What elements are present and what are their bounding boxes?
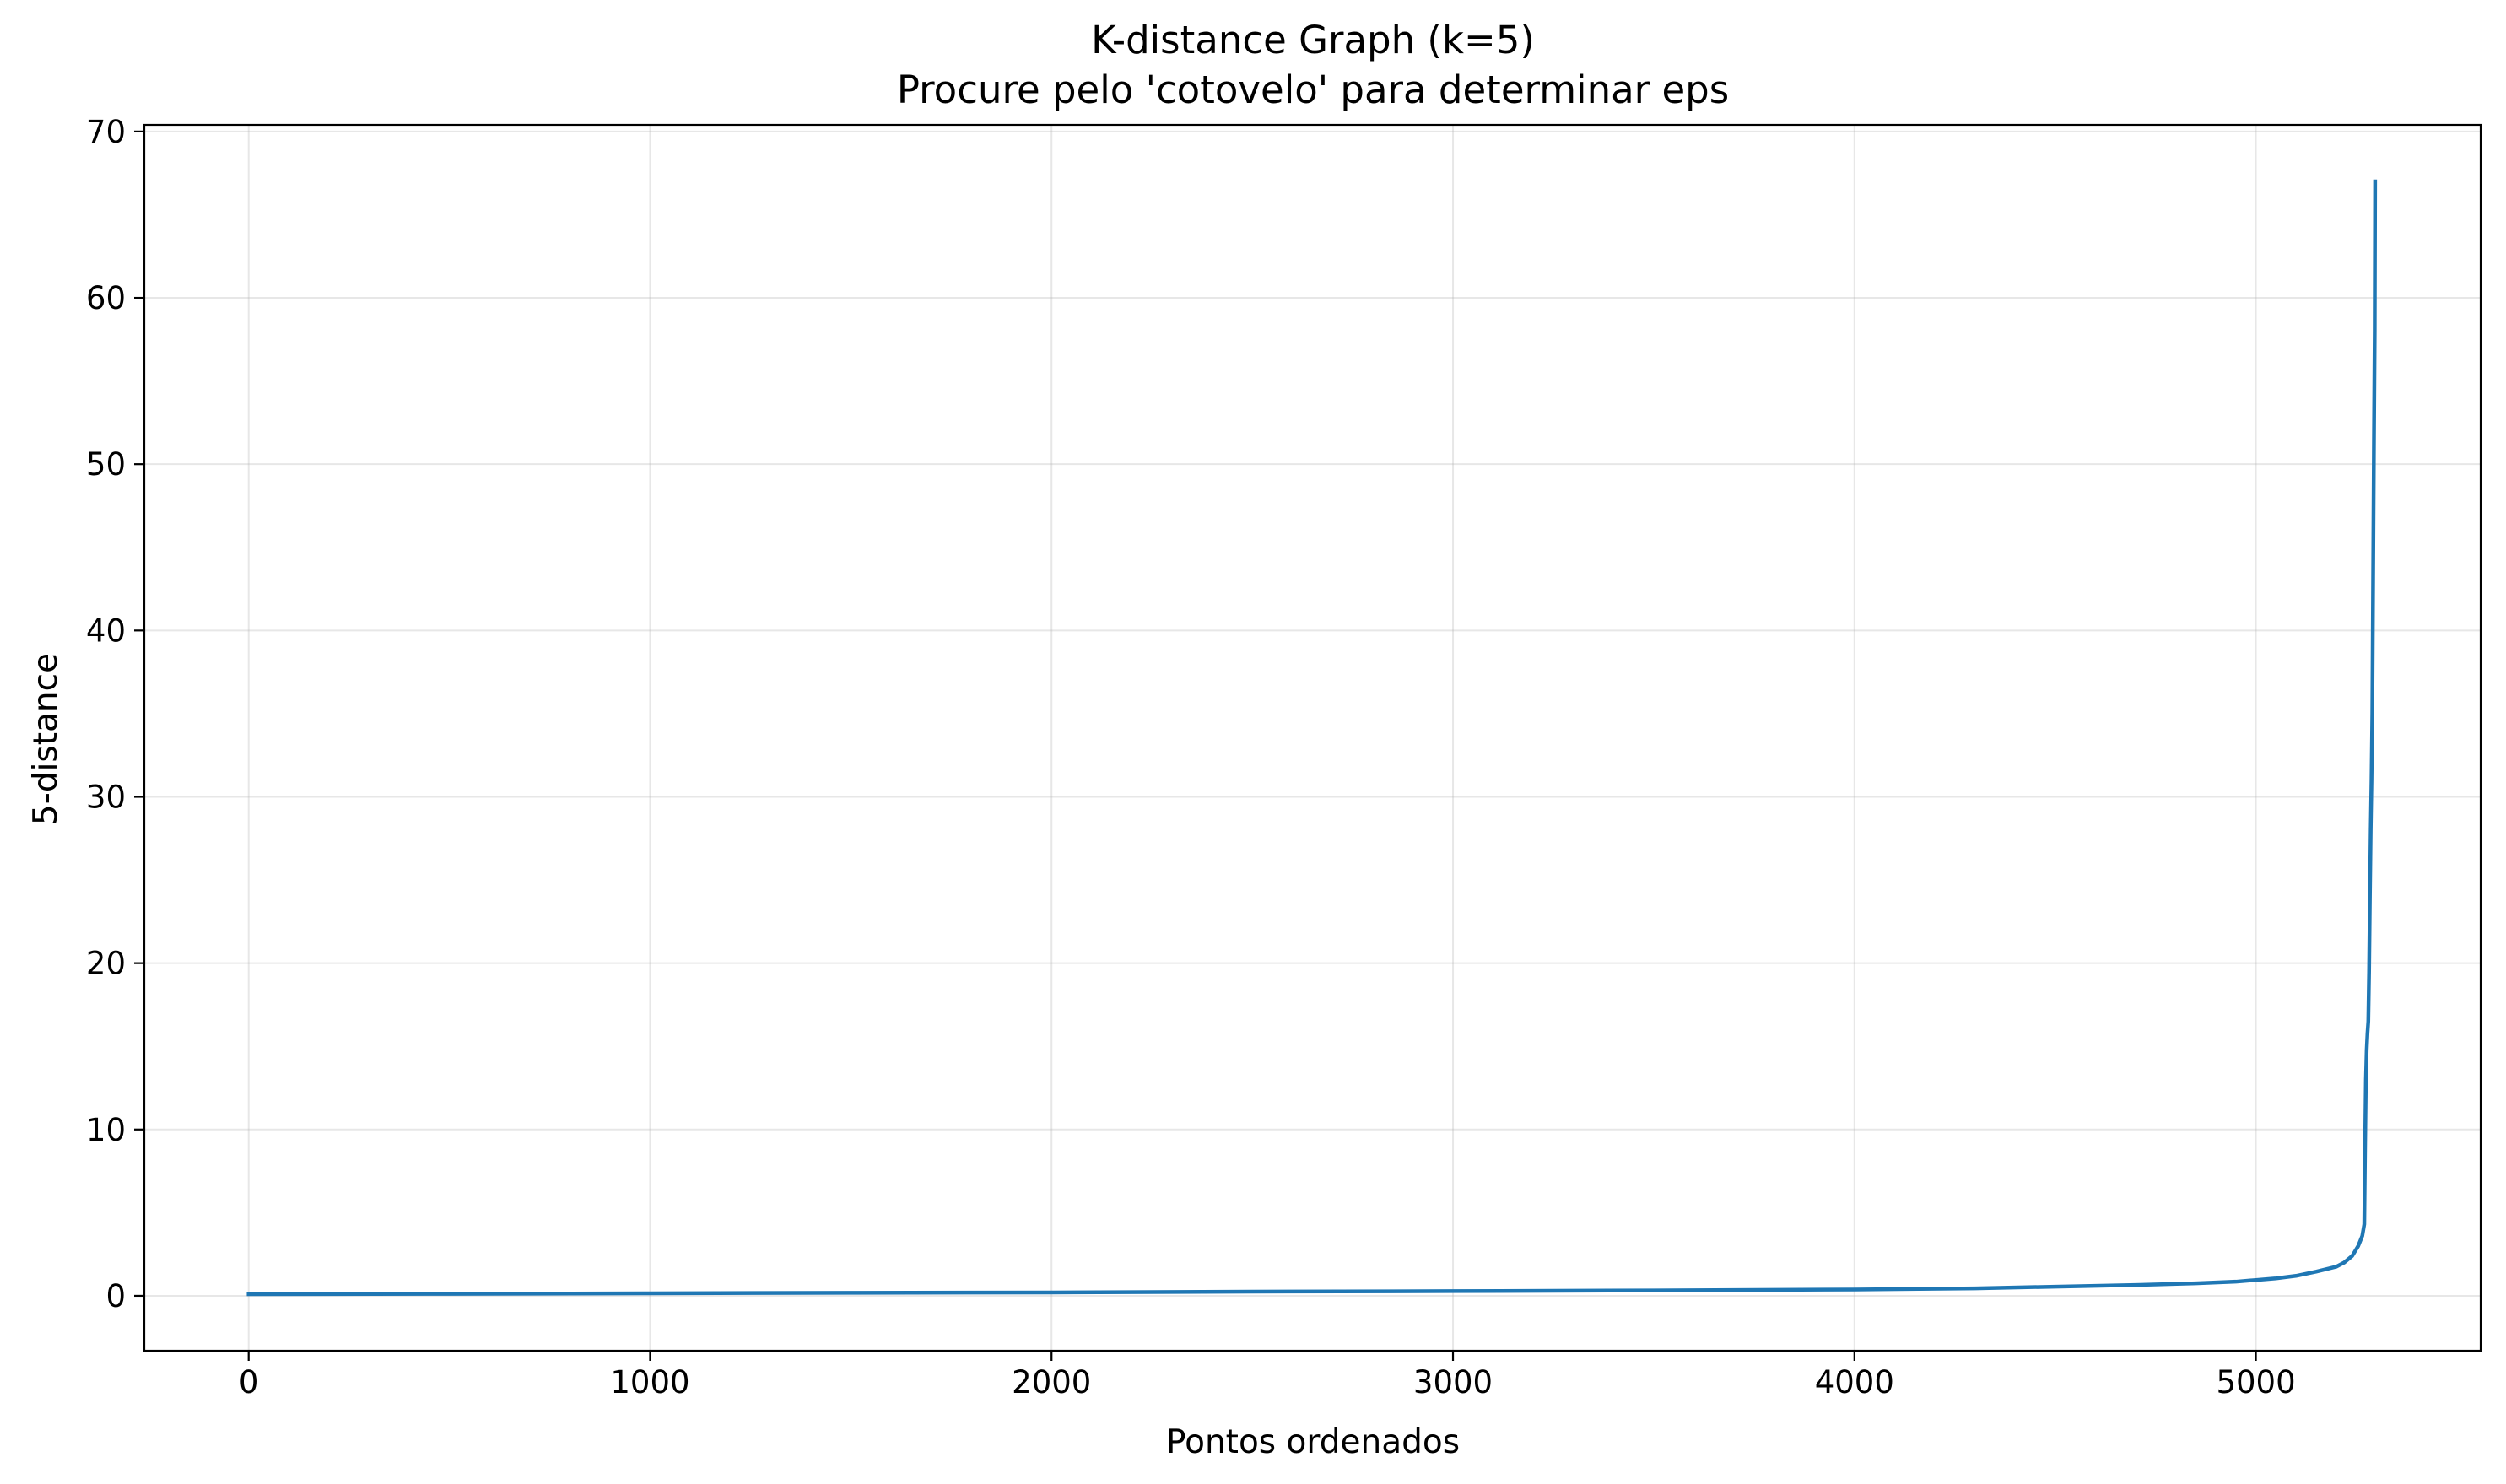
k-distance-series-line bbox=[246, 179, 2378, 1297]
x-tick-label: 3000 bbox=[1413, 1364, 1493, 1400]
x-tick-label: 5000 bbox=[2216, 1364, 2295, 1400]
y-axis-label: 5-distance bbox=[27, 653, 65, 825]
chart-subtitle: Procure pelo 'cotovelo' para determinar … bbox=[897, 67, 1729, 112]
y-tick-label: 70 bbox=[86, 114, 126, 150]
x-axis-ticks: 0 1000 2000 3000 4000 5000 bbox=[239, 1351, 2296, 1400]
y-tick-label: 30 bbox=[86, 779, 126, 815]
x-tick-label: 2000 bbox=[1012, 1364, 1091, 1400]
grid-lines bbox=[144, 125, 2481, 1351]
x-tick-label: 1000 bbox=[610, 1364, 689, 1400]
y-axis-ticks: 0 10 20 30 40 50 60 70 bbox=[86, 114, 144, 1314]
y-tick-label: 0 bbox=[105, 1278, 126, 1314]
y-tick-label: 50 bbox=[86, 446, 126, 483]
x-tick-label: 0 bbox=[239, 1364, 259, 1400]
chart-title: K-distance Graph (k=5) bbox=[1091, 18, 1535, 62]
y-tick-label: 10 bbox=[86, 1112, 126, 1148]
y-tick-label: 40 bbox=[86, 612, 126, 649]
y-tick-label: 20 bbox=[86, 946, 126, 982]
y-tick-label: 60 bbox=[86, 280, 126, 316]
plot-frame bbox=[143, 123, 2482, 1352]
x-tick-label: 4000 bbox=[1815, 1364, 1894, 1400]
x-axis-label: Pontos ordenados bbox=[1166, 1423, 1460, 1461]
plot-area-background bbox=[144, 125, 2481, 1351]
